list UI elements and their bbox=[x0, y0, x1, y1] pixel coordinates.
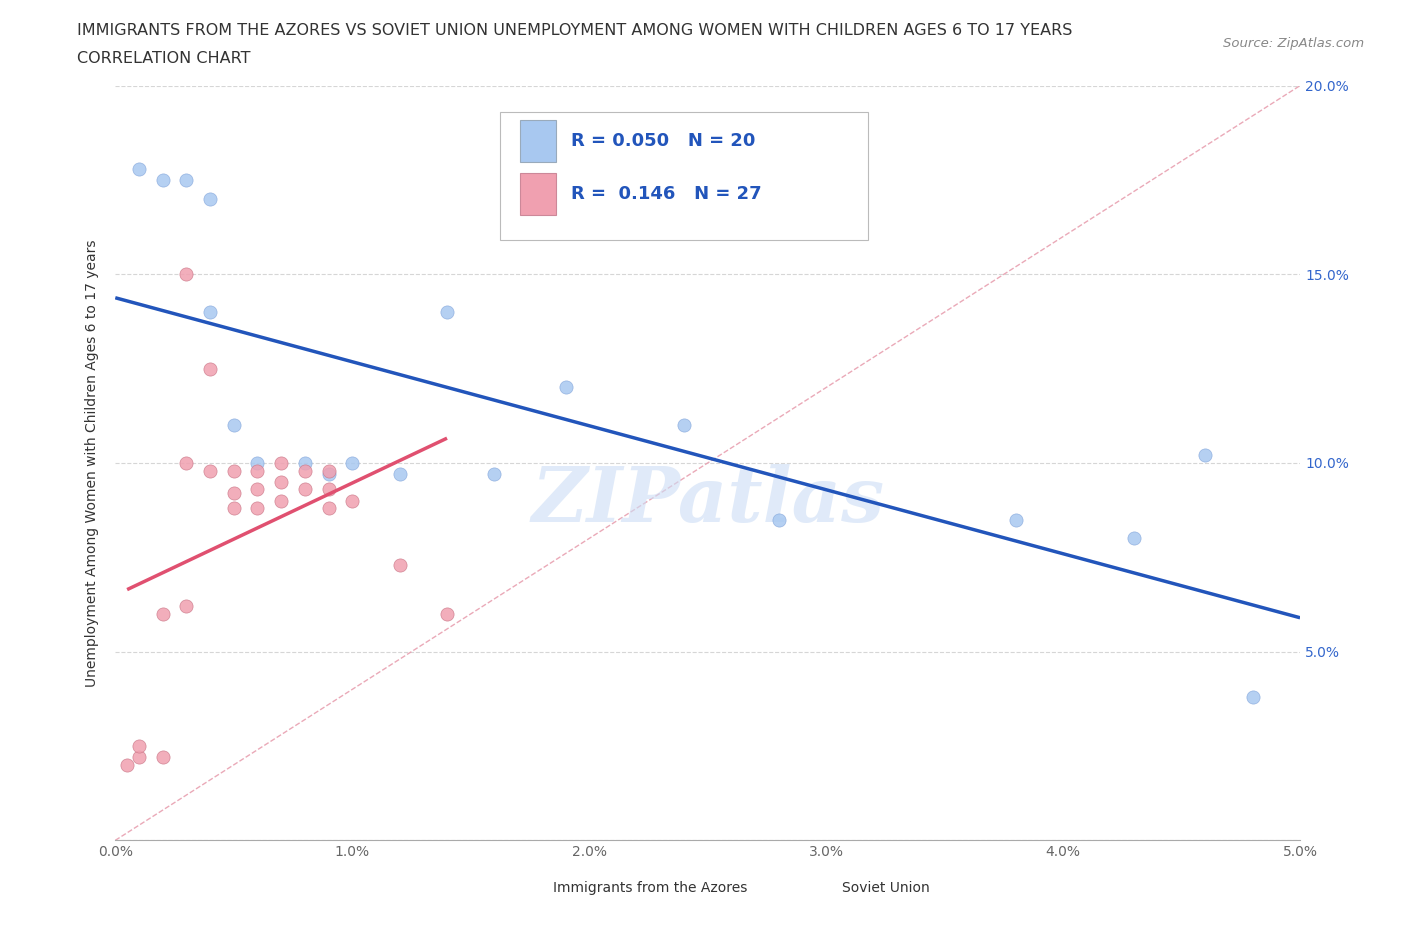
Point bbox=[484, 467, 506, 482]
Point bbox=[176, 172, 198, 187]
Point bbox=[128, 161, 150, 176]
Point bbox=[554, 380, 576, 395]
Point bbox=[115, 757, 138, 772]
Point bbox=[768, 512, 790, 527]
Point bbox=[436, 305, 458, 320]
Point bbox=[176, 456, 198, 471]
Point bbox=[672, 418, 695, 432]
Point bbox=[294, 456, 316, 471]
Point bbox=[128, 750, 150, 764]
Point bbox=[198, 192, 221, 206]
Point bbox=[152, 606, 174, 621]
Point bbox=[388, 467, 411, 482]
Text: Immigrants from the Azores: Immigrants from the Azores bbox=[553, 881, 747, 896]
Point bbox=[246, 463, 269, 478]
Text: ZIPatlas: ZIPatlas bbox=[531, 464, 884, 538]
Point bbox=[318, 482, 340, 497]
Text: Soviet Union: Soviet Union bbox=[842, 881, 929, 896]
Point bbox=[246, 456, 269, 471]
Bar bbox=[506, 879, 546, 899]
Point bbox=[176, 599, 198, 614]
Point bbox=[342, 456, 364, 471]
Text: R = 0.050   N = 20: R = 0.050 N = 20 bbox=[571, 132, 756, 150]
Bar bbox=[794, 879, 834, 899]
Text: R =  0.146   N = 27: R = 0.146 N = 27 bbox=[571, 185, 762, 203]
Point bbox=[318, 501, 340, 516]
Y-axis label: Unemployment Among Women with Children Ages 6 to 17 years: Unemployment Among Women with Children A… bbox=[86, 239, 100, 686]
Point bbox=[342, 493, 364, 508]
Bar bbox=[520, 173, 555, 215]
Point bbox=[1241, 689, 1264, 704]
Point bbox=[246, 501, 269, 516]
Point bbox=[198, 305, 221, 320]
Point bbox=[198, 463, 221, 478]
FancyBboxPatch shape bbox=[501, 112, 868, 240]
Point bbox=[1123, 531, 1146, 546]
Point bbox=[294, 463, 316, 478]
Point bbox=[388, 557, 411, 572]
Point bbox=[128, 738, 150, 753]
Point bbox=[222, 418, 245, 432]
Point bbox=[436, 606, 458, 621]
Point bbox=[1004, 512, 1026, 527]
Point bbox=[176, 267, 198, 282]
Text: CORRELATION CHART: CORRELATION CHART bbox=[77, 51, 250, 66]
Point bbox=[270, 493, 292, 508]
Point bbox=[318, 467, 340, 482]
Point bbox=[198, 361, 221, 376]
Point bbox=[1194, 448, 1216, 463]
Point bbox=[222, 463, 245, 478]
Point bbox=[294, 482, 316, 497]
Point bbox=[270, 474, 292, 489]
Point bbox=[318, 463, 340, 478]
Point bbox=[152, 750, 174, 764]
Point bbox=[222, 501, 245, 516]
Point bbox=[270, 456, 292, 471]
Bar bbox=[520, 120, 555, 162]
Point bbox=[246, 482, 269, 497]
Text: IMMIGRANTS FROM THE AZORES VS SOVIET UNION UNEMPLOYMENT AMONG WOMEN WITH CHILDRE: IMMIGRANTS FROM THE AZORES VS SOVIET UNI… bbox=[77, 23, 1073, 38]
Text: Source: ZipAtlas.com: Source: ZipAtlas.com bbox=[1223, 37, 1364, 50]
Point bbox=[152, 172, 174, 187]
Point bbox=[222, 485, 245, 500]
